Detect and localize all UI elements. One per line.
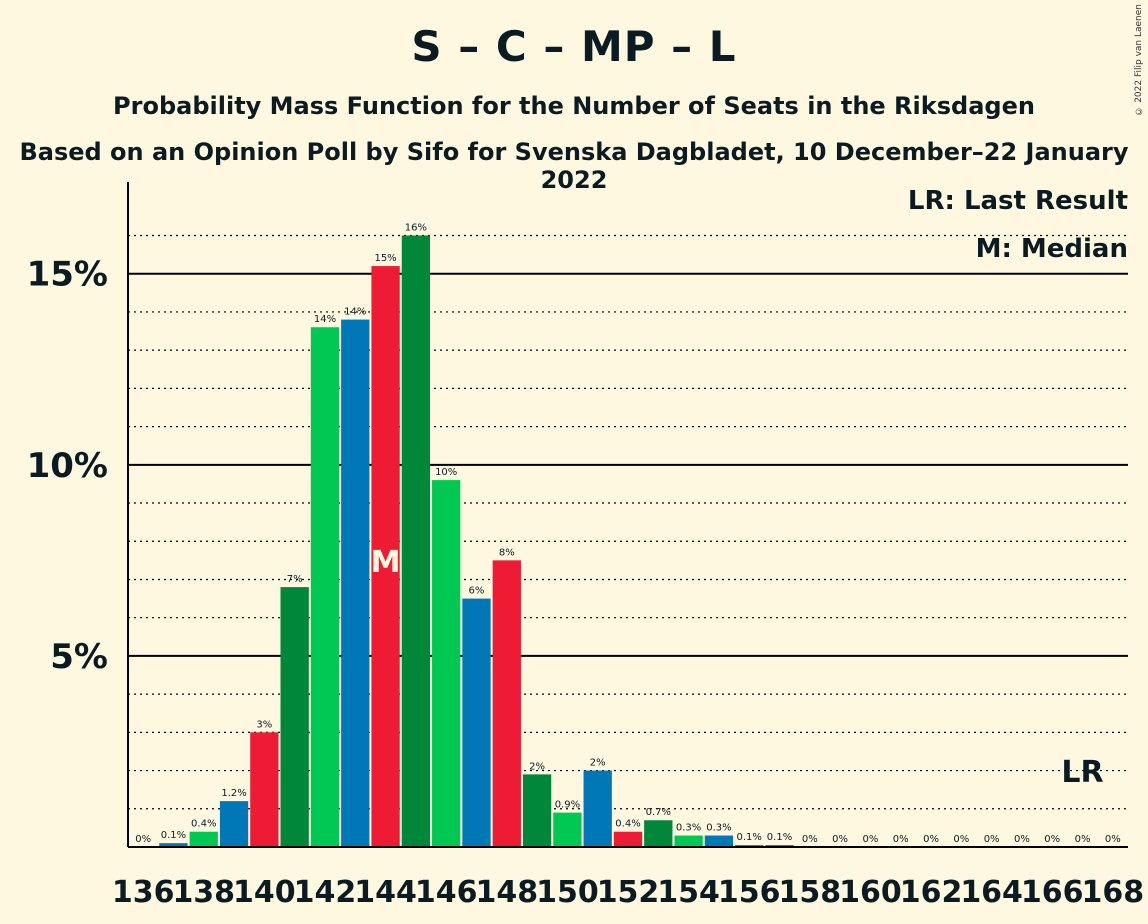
bar-seat-147 — [462, 598, 491, 847]
x-tick-label: 154 — [657, 875, 720, 910]
bar-data-label: 0% — [1014, 834, 1030, 845]
y-tick-label: 15% — [27, 255, 108, 295]
bar-data-label: 0% — [802, 834, 818, 845]
bar-seat-148 — [492, 560, 521, 847]
x-tick-label: 150 — [536, 875, 599, 910]
bar-seat-139 — [219, 801, 249, 847]
chart-source: Based on an Opinion Poll by Sifo for Sve… — [19, 138, 1129, 194]
bar-seat-154 — [674, 835, 703, 847]
bar-seat-145 — [401, 235, 431, 848]
bar-data-label: 0% — [1044, 834, 1060, 845]
x-tick-label: 138 — [172, 875, 235, 910]
bar-seat-140 — [250, 732, 279, 847]
x-tick-label: 136 — [112, 875, 175, 910]
bar-data-label: 0% — [923, 834, 939, 845]
x-tick-label: 164 — [960, 875, 1023, 910]
chart-title: S – C – MP – L — [411, 22, 737, 71]
median-marker: M — [371, 545, 401, 580]
legend-median: M: Median — [975, 234, 1128, 264]
bar-data-label: 15% — [374, 253, 396, 264]
bar-seat-152 — [613, 831, 643, 847]
bar-data-label: 8% — [499, 547, 515, 558]
bar-data-label: 14% — [344, 307, 366, 318]
bar-seat-137 — [159, 843, 188, 847]
x-tick-label: 158 — [779, 875, 842, 910]
bar-data-label: 6% — [469, 586, 485, 597]
bar-seat-153 — [644, 820, 673, 847]
x-tick-label: 146 — [415, 875, 478, 910]
bar-data-label: 2% — [590, 758, 606, 769]
x-tick-label: 148 — [475, 875, 538, 910]
bar-data-label: 10% — [435, 467, 457, 478]
x-tick-label: 144 — [354, 875, 417, 910]
y-tick-label: 5% — [50, 637, 108, 677]
bar-data-label: 14% — [314, 314, 336, 325]
y-tick-label: 10% — [27, 446, 108, 486]
bar-seat-142 — [310, 327, 340, 848]
chart-subtitle: Probability Mass Function for the Number… — [113, 92, 1035, 120]
bar-data-label: 0.4% — [191, 819, 216, 830]
bar-data-label: 1.2% — [221, 788, 246, 799]
bar-data-label: 2% — [529, 761, 545, 772]
bar-seat-146 — [432, 480, 461, 847]
bar-data-label: 16% — [405, 223, 427, 234]
legend-last-result: LR: Last Result — [907, 186, 1128, 216]
bar-seat-144 — [371, 266, 400, 848]
bar-seat-138 — [189, 831, 218, 847]
bar-data-label: 0.3% — [676, 823, 701, 834]
bar-data-label: 0% — [135, 834, 151, 845]
bar-seat-141 — [280, 587, 309, 847]
bar-data-label: 0.3% — [706, 823, 731, 834]
last-result-marker: LR — [1061, 755, 1103, 790]
bar-data-label: 0% — [1105, 834, 1121, 845]
bar-data-label: 0% — [984, 834, 1000, 845]
bar-data-label: 0% — [832, 834, 848, 845]
bar-data-label: 0% — [862, 834, 878, 845]
bar-seat-150 — [553, 812, 582, 847]
bar-seat-149 — [522, 774, 552, 847]
bar-data-label: 0.1% — [767, 832, 792, 843]
bar-data-label: 7% — [287, 574, 303, 585]
bar-data-label: 0% — [1075, 834, 1091, 845]
bar-data-label: 0.1% — [737, 832, 762, 843]
x-tick-label: 162 — [900, 875, 963, 910]
bar-data-label: 0.4% — [615, 819, 640, 830]
x-tick-label: 168 — [1082, 875, 1145, 910]
bar-seat-143 — [341, 319, 370, 848]
x-tick-label: 166 — [1021, 875, 1084, 910]
bar-data-label: 0% — [893, 834, 909, 845]
bar-data-label: 3% — [256, 719, 272, 730]
bar-data-label: 0.9% — [555, 800, 580, 811]
bar-data-label: 0% — [953, 834, 969, 845]
x-tick-label: 156 — [718, 875, 781, 910]
bar-data-label: 0.7% — [646, 807, 671, 818]
x-tick-label: 152 — [597, 875, 660, 910]
bar-data-label: 0.1% — [161, 830, 186, 841]
bar-seat-151 — [583, 770, 612, 847]
bar-seat-155 — [704, 835, 734, 847]
x-tick-label: 160 — [839, 875, 902, 910]
x-tick-label: 142 — [294, 875, 357, 910]
x-tick-label: 140 — [233, 875, 296, 910]
